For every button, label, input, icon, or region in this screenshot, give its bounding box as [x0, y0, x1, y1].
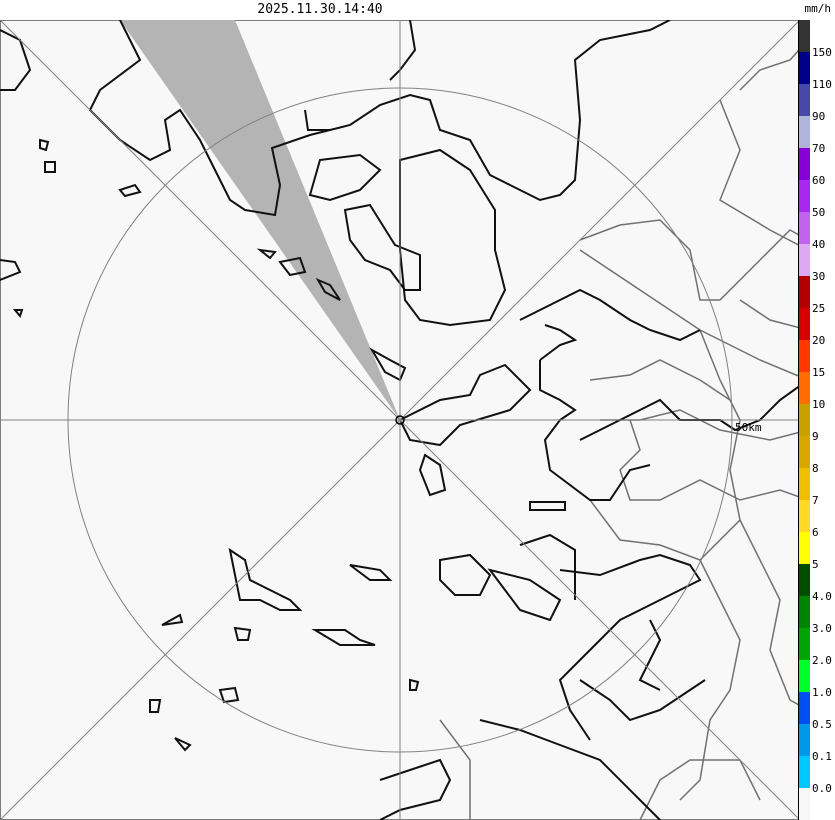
legend-swatch: [799, 148, 810, 180]
legend-label: 150: [812, 46, 832, 59]
legend-label: 60: [812, 174, 826, 187]
diagonal-ne-sw: [0, 20, 801, 820]
legend-label: 3.0: [812, 622, 832, 635]
legend-swatch: [799, 500, 810, 532]
legend-swatch: [799, 628, 810, 660]
legend-swatch: [799, 660, 810, 692]
legend-swatch: [799, 84, 810, 116]
legend-swatch: [799, 436, 810, 468]
coastline: [0, 20, 808, 820]
legend-swatch: [799, 116, 810, 148]
legend-label: 40: [812, 238, 826, 251]
legend-label: 110: [812, 78, 832, 91]
legend-unit: mm/h: [804, 2, 832, 15]
color-scale-legend: [798, 20, 810, 820]
legend-label: 50: [812, 206, 826, 219]
legend-swatch: [799, 308, 810, 340]
timestamp-title: 2025.11.30.14:40: [257, 2, 383, 17]
legend-label: 6: [812, 526, 819, 539]
legend-swatch: [799, 244, 810, 276]
legend-label: 70: [812, 142, 826, 155]
legend-label: 9: [812, 430, 819, 443]
legend-swatch: [799, 340, 810, 372]
legend-label: 5: [812, 558, 819, 571]
legend-swatch: [799, 372, 810, 404]
legend-label: 90: [812, 110, 826, 123]
legend-swatch: [799, 532, 810, 564]
legend-label: 0.1: [812, 750, 832, 763]
range-ring-label: 50km: [735, 421, 762, 434]
legend-label: 30: [812, 270, 826, 283]
no-data-wedge: [120, 20, 400, 420]
radar-map[interactable]: 50km: [0, 20, 808, 820]
legend-swatch: [799, 276, 810, 308]
legend-swatch: [799, 788, 810, 820]
legend-swatch: [799, 468, 810, 500]
legend-label: 0.0: [812, 782, 832, 795]
legend-label: 15: [812, 366, 826, 379]
legend-swatch: [799, 692, 810, 724]
legend-swatch: [799, 404, 810, 436]
legend-swatch: [799, 724, 810, 756]
legend-label: 2.0: [812, 654, 832, 667]
legend-swatch: [799, 180, 810, 212]
legend-label: 1.0: [812, 686, 832, 699]
legend-label: 10: [812, 398, 826, 411]
legend-swatch: [799, 212, 810, 244]
legend-swatch: [799, 20, 810, 52]
legend-swatch: [799, 52, 810, 84]
legend-swatch: [799, 756, 810, 788]
legend-label: 25: [812, 302, 826, 315]
legend-swatch: [799, 596, 810, 628]
legend-label: 20: [812, 334, 826, 347]
legend-label: 8: [812, 462, 819, 475]
legend-swatch: [799, 564, 810, 596]
radar-site: [395, 415, 405, 425]
legend-label: 4.0: [812, 590, 832, 603]
legend-label: 7: [812, 494, 819, 507]
legend-label: 0.5: [812, 718, 832, 731]
